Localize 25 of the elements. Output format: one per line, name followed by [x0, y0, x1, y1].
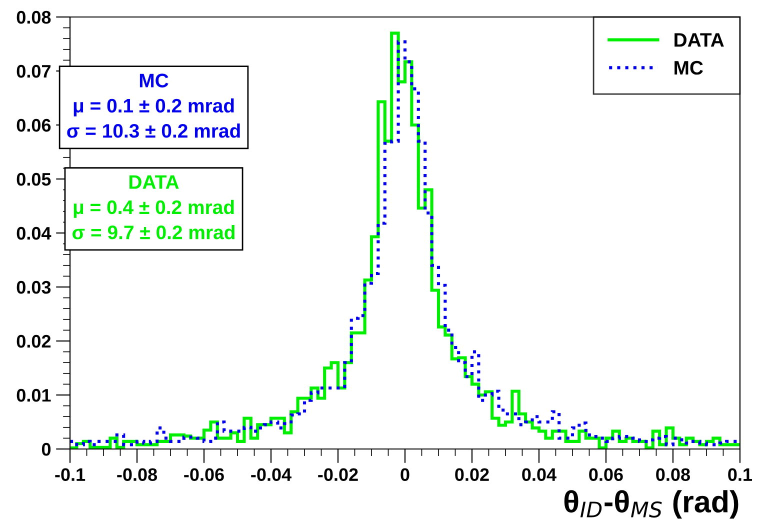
x-tick-label: -0.02 — [318, 468, 358, 482]
legend-label: DATA — [674, 33, 724, 47]
y-tick-label: 0.02 — [16, 334, 51, 348]
x-tick-label: 0.08 — [656, 468, 690, 482]
y-tick-label: 0.06 — [16, 118, 51, 132]
x-tick-label: -0.04 — [251, 468, 292, 482]
y-tick-label: 0.08 — [16, 10, 51, 24]
annotation: MC μ = 0.1 ± 0.2 mrad σ = 10.3 ± 0.2 mrad — [67, 74, 240, 138]
y-tick-label: 0.05 — [16, 172, 51, 186]
x-tick-label: 0.04 — [522, 468, 556, 482]
x-tick-label: -0.08 — [117, 468, 158, 482]
x-tick-label: 0.02 — [455, 468, 489, 482]
x-tick-label: 0 — [400, 468, 410, 482]
annotation: DATA μ = 0.4 ± 0.2 mrad σ = 9.7 ± 0.2 mrad — [72, 175, 234, 240]
x-tick-label: 0.1 — [728, 468, 752, 482]
x-tick-label: -0.06 — [184, 468, 224, 482]
y-tick-label: 0.04 — [16, 226, 52, 240]
x-axis-title: θ$_{ID}$-θ$_{MS}$ (rad) — [564, 490, 738, 519]
y-tick-label: 0.03 — [16, 280, 51, 294]
y-tick-label: 0 — [42, 442, 51, 456]
x-tick-label: 0.06 — [589, 468, 623, 482]
y-tick-label: 0.01 — [16, 388, 51, 402]
legend-label: MC — [674, 60, 703, 75]
y-tick-label: 0.07 — [16, 64, 50, 78]
x-tick-label: -0.1 — [55, 468, 86, 482]
